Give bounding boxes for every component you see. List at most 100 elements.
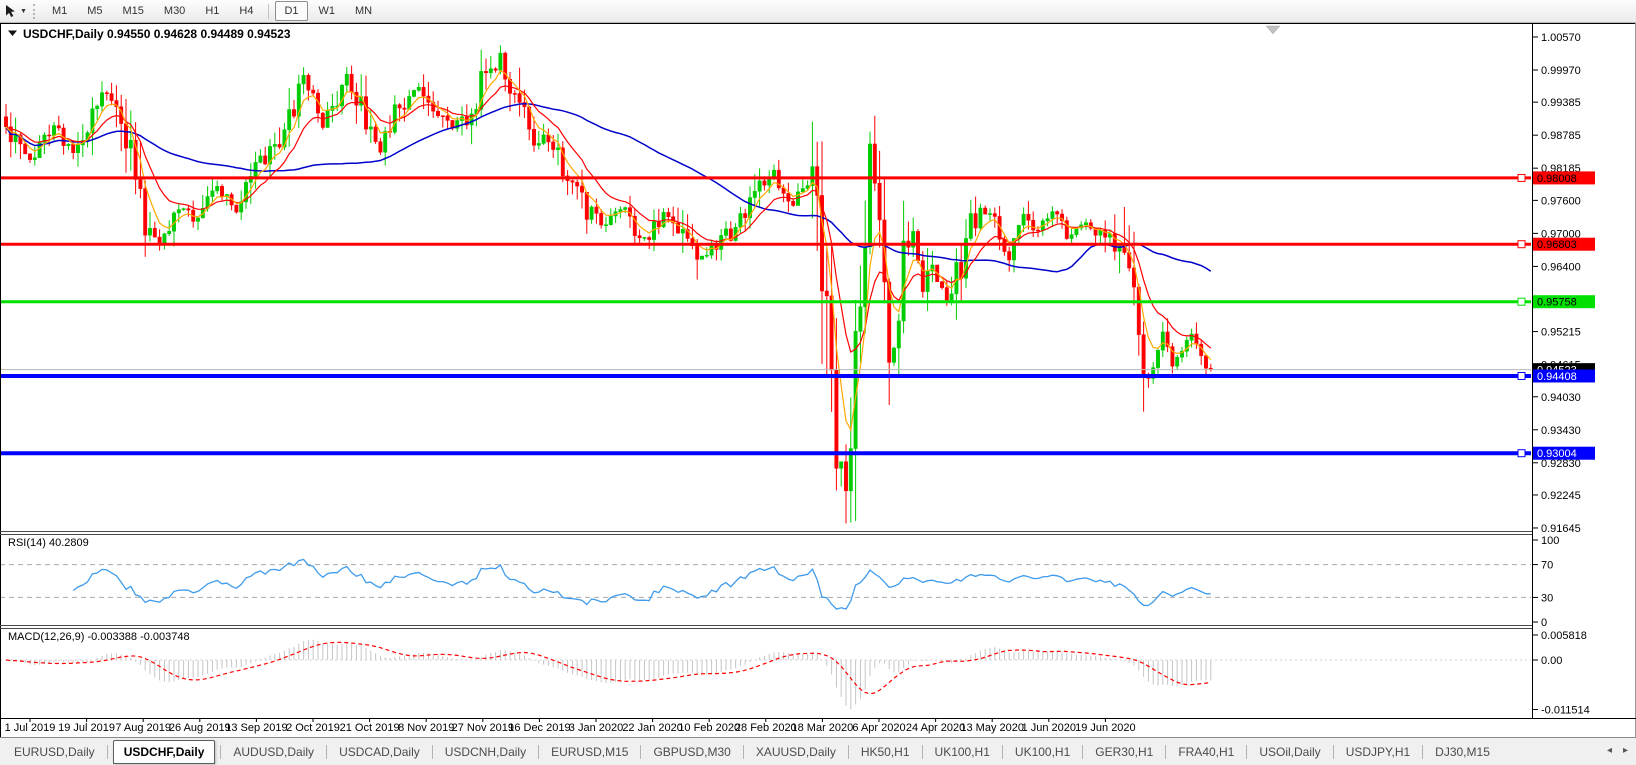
timeframe-toolbar: M1 M5 M15 M30 H1 H4 D1 W1 MN xyxy=(42,1,382,21)
line-handle[interactable] xyxy=(1517,371,1526,380)
line-handle[interactable] xyxy=(1517,449,1526,458)
date-label: 1 Jun 2020 xyxy=(1022,722,1076,734)
chart-tab[interactable]: EURUSD,M15 xyxy=(551,744,629,759)
chart-tab[interactable]: AUDUSD,Daily xyxy=(233,744,315,759)
rsi-axis-label: 30 xyxy=(1541,592,1553,604)
level-price-label xyxy=(1533,446,1595,460)
tabs-scroll-left-icon[interactable]: ◂ xyxy=(1606,745,1612,756)
cursor-tool[interactable]: ▼ xyxy=(2,4,32,18)
horizontal-line-0.93004[interactable] xyxy=(0,449,1531,458)
ma-slow-line xyxy=(5,102,1212,273)
tab-separator xyxy=(1165,744,1167,759)
chart-menu-icon[interactable] xyxy=(8,30,17,37)
chart-tab[interactable]: HK50,H1 xyxy=(860,744,910,759)
tab-separator xyxy=(742,744,744,759)
macd-axis-label: 0.005818 xyxy=(1541,630,1587,642)
date-label: 1 Jul 2019 xyxy=(5,722,56,734)
price-axis-label: 0.93430 xyxy=(1541,425,1581,437)
chart-tab[interactable]: DJ30,M15 xyxy=(1435,744,1490,759)
line-handle[interactable] xyxy=(1517,240,1526,249)
chart-title: USDCHF,Daily 0.94550 0.94628 0.94489 0.9… xyxy=(23,27,291,41)
price-chart[interactable]: USDCHF,Daily 0.94550 0.94628 0.94489 0.9… xyxy=(0,23,1636,737)
tab-separator xyxy=(326,744,328,759)
date-label: 16 Dec 2019 xyxy=(508,722,570,734)
rsi-axis-label: 70 xyxy=(1541,560,1553,572)
tab-separator xyxy=(847,744,849,759)
line-handle[interactable] xyxy=(1517,173,1526,182)
date-label: 21 Oct 2019 xyxy=(340,722,400,734)
date-label: 13 May 2020 xyxy=(960,722,1024,734)
chart-tab[interactable]: USDCHF,Daily xyxy=(112,739,216,764)
chart-tab[interactable]: GER30,H1 xyxy=(1095,744,1154,759)
svg-text:0.93004: 0.93004 xyxy=(1537,448,1577,460)
timeframe-button-m1[interactable]: M1 xyxy=(51,5,68,17)
line-handle[interactable] xyxy=(1517,297,1526,306)
timeframe-button-d1[interactable]: D1 xyxy=(275,1,308,21)
macd-axis-label: 0.00 xyxy=(1541,655,1562,667)
rsi-axis-label: 100 xyxy=(1541,535,1559,547)
chart-tab[interactable]: EURUSD,Daily xyxy=(14,744,95,759)
dropdown-caret-icon: ▼ xyxy=(20,7,27,15)
toolbar: ▼ M1 M5 M15 M30 H1 H4 D1 W1 MN xyxy=(0,0,1636,23)
price-axis-label: 0.96400 xyxy=(1541,261,1581,273)
tab-separator xyxy=(921,744,923,759)
timeframe-button-h1[interactable]: H1 xyxy=(205,5,220,17)
timeframe-button-m5[interactable]: M5 xyxy=(87,5,103,17)
timeframe-button-m30[interactable]: M30 xyxy=(163,5,186,17)
tab-separator xyxy=(1082,744,1084,759)
svg-text:0.94408: 0.94408 xyxy=(1537,371,1577,383)
toolbar-grip xyxy=(32,3,38,19)
horizontal-line-0.95758[interactable] xyxy=(0,297,1531,306)
svg-text:0.98008: 0.98008 xyxy=(1537,173,1577,185)
price-axis-label: 0.97600 xyxy=(1541,195,1581,207)
chart-tab-bar: EURUSD,Daily USDCHF,Daily AUDUSD,Daily USDC… xyxy=(0,737,1636,765)
chart-tab[interactable]: XAUUSD,Daily xyxy=(755,744,836,759)
svg-text:0.96803: 0.96803 xyxy=(1537,239,1577,251)
tab-separator xyxy=(431,744,433,759)
macd-signal-line xyxy=(5,641,1211,695)
tab-separator xyxy=(1001,744,1003,759)
date-label: 3 Jan 2020 xyxy=(569,722,623,734)
date-label: 18 Mar 2020 xyxy=(792,722,854,734)
level-price-label xyxy=(1533,171,1595,185)
rsi-pane xyxy=(1,558,1531,610)
timeframe-button-mn[interactable]: MN xyxy=(355,5,373,17)
horizontal-line-0.94408[interactable] xyxy=(0,371,1531,380)
chart-tab[interactable]: USOil,Daily xyxy=(1259,744,1321,759)
tabs-scroll-right-icon[interactable]: ▸ xyxy=(1622,745,1628,756)
tab-separator xyxy=(106,744,108,759)
macd-axis-label: -0.011514 xyxy=(1541,705,1590,717)
chart-tab[interactable]: GBPUSD,M30 xyxy=(653,744,731,759)
timeframe-button-m15[interactable]: M15 xyxy=(122,5,144,17)
date-label: 2 Oct 2019 xyxy=(286,722,340,734)
date-label: 24 Apr 2020 xyxy=(906,722,965,734)
date-label: 19 Jun 2020 xyxy=(1075,722,1136,734)
price-axis[interactable]: 1.005700.999700.993850.987850.981850.976… xyxy=(1533,32,1595,717)
price-axis-label: 0.99385 xyxy=(1541,97,1581,109)
price-axis-label: 0.92245 xyxy=(1541,490,1581,502)
chart-tab[interactable]: USDCNH,Daily xyxy=(444,744,527,759)
timeframe-button-h4[interactable]: H4 xyxy=(239,5,254,17)
chart-tab[interactable]: UK100,H1 xyxy=(1014,744,1071,759)
chart-tab[interactable]: FRA40,H1 xyxy=(1178,744,1235,759)
date-label: 19 Jul 2019 xyxy=(58,722,115,734)
date-label: 10 Feb 2020 xyxy=(678,722,740,734)
date-label: 6 Apr 2020 xyxy=(852,722,905,734)
horizontal-line-0.98008[interactable] xyxy=(0,173,1531,182)
macd-pane xyxy=(1,639,1531,710)
chart-shift-marker-icon[interactable] xyxy=(1265,25,1281,35)
level-price-label xyxy=(1533,295,1595,309)
chart-tab[interactable]: UK100,H1 xyxy=(934,744,990,759)
toolbar-separator xyxy=(268,3,270,19)
chart-tab[interactable]: USDJPY,H1 xyxy=(1345,744,1411,759)
price-axis-label: 0.91645 xyxy=(1541,523,1581,535)
level-price-label xyxy=(1533,369,1595,383)
chart-tab[interactable]: USDCAD,Daily xyxy=(339,744,420,759)
timeframe-button-w1[interactable]: W1 xyxy=(318,5,336,17)
level-price-label xyxy=(1533,237,1595,251)
price-axis-label: 1.00570 xyxy=(1541,32,1581,44)
tab-separator xyxy=(1246,744,1248,759)
tab-separator xyxy=(538,744,540,759)
horizontal-line-0.96803[interactable] xyxy=(0,240,1531,249)
